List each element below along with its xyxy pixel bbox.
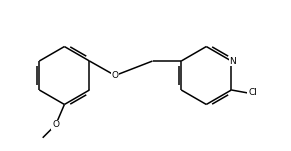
Text: N: N xyxy=(230,56,236,66)
Text: O: O xyxy=(52,120,59,129)
Text: Cl: Cl xyxy=(248,88,257,97)
Text: O: O xyxy=(111,71,119,80)
